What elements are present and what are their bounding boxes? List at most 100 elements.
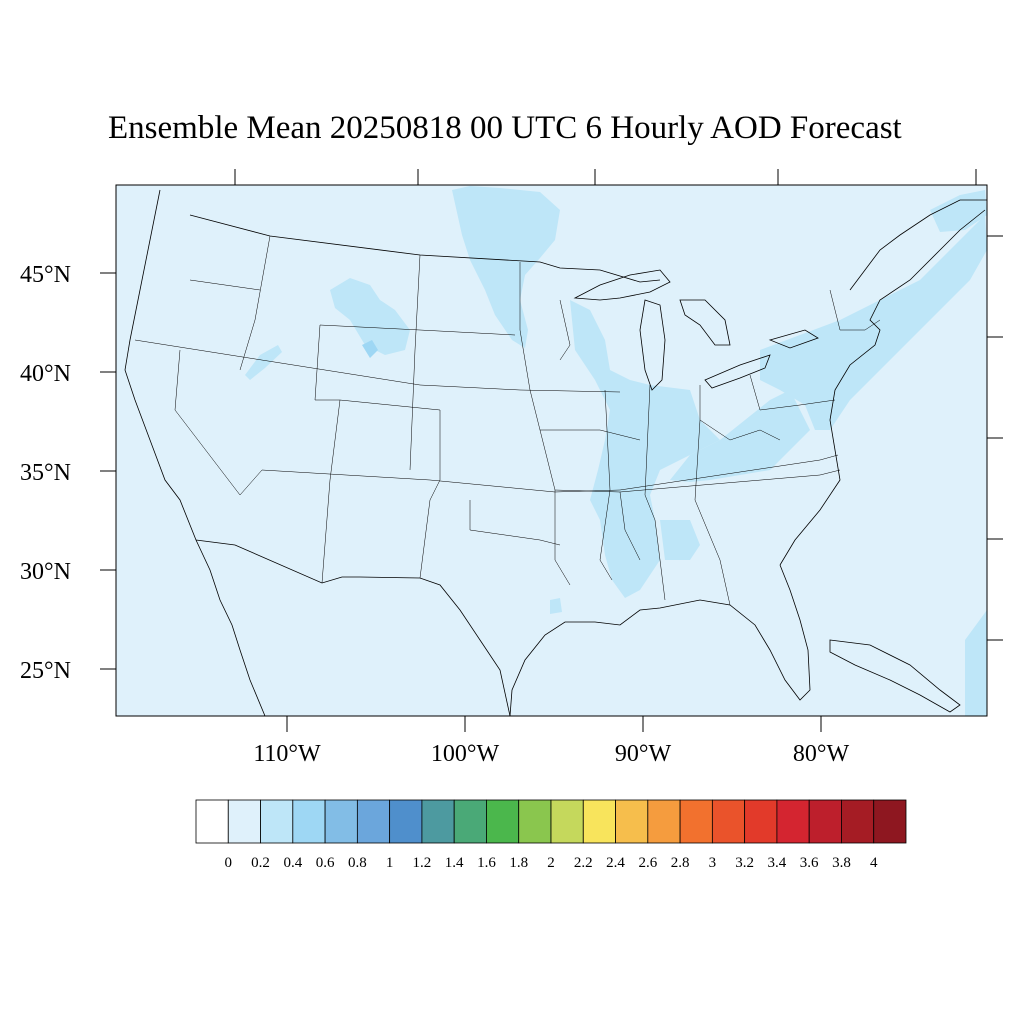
colorbar-label: 1.8 [509,855,528,871]
colorbar-swatch [356,799,391,844]
colorbar-label: 2 [547,855,555,871]
lat-label-30: 30°N [20,559,71,585]
state-line-dakotas [409,254,421,471]
aod-region-ohio-valley [670,390,810,482]
map-background [116,185,987,716]
colorbar-swatch [582,799,616,844]
lon-label-100: 100°W [431,741,500,767]
colorbar-swatch [260,799,294,844]
colorbar-label: 3.6 [800,855,819,871]
colorbar-label: 0.8 [348,855,367,871]
colorbar-swatch [647,799,681,844]
lat-label-40: 40°N [20,361,71,387]
state-line-georgia [694,419,731,606]
lon-label-90: 90°W [615,741,672,767]
colorbar-label: 3.2 [735,855,754,871]
left-ticks [100,272,116,670]
state-line-texas [419,410,441,579]
map-frame [115,184,988,717]
colorbar-label: 2.8 [671,855,690,871]
cuba [829,639,961,713]
lat-label-45: 45°N [20,262,71,288]
state-line-pennsylvania [749,374,836,411]
lake-ontario [768,329,819,349]
state-line-arkansas [554,489,641,561]
lake-erie [704,354,771,389]
colorbar-label: 4 [870,855,878,871]
atlantic-coast [779,209,986,566]
top-ticks [234,169,977,185]
state-line-oregon [189,279,261,291]
colorbar-swatch [841,799,875,844]
aod-region-wyoming-peak [362,340,378,358]
aod-region-bahamas [965,610,987,716]
aod-region-southeast [660,520,700,560]
state-line-colorado [314,324,441,411]
state-line-kentucky [699,385,781,441]
aod-region-upper-midwest [452,186,560,348]
lat-labels: 45°N 40°N 35°N 30°N 25°N [20,262,71,684]
colorbar-swatch [679,799,713,844]
aod-region-northeast [760,215,987,430]
us-canada-border [189,214,661,283]
lon-labels: 110°W 100°W 90°W 80°W [253,741,849,767]
aod-region-idaho [245,345,282,380]
colorbar-swatch [776,799,810,844]
lake-michigan [639,299,666,391]
colorbar-swatch [195,799,229,844]
colorbar-label: 0.4 [283,855,302,871]
colorbar-swatch [389,799,423,844]
state-line-alabama [644,384,666,601]
lon-label-80: 80°W [793,741,850,767]
colorbar-swatch [324,799,358,844]
colorbar-label: 1 [386,855,394,871]
bottom-ticks [286,716,822,732]
state-line-california [174,349,263,496]
colorbar-label: 2.6 [638,855,657,871]
colorbar-swatch [873,799,907,844]
colorbar: 0 0.2 0.4 0.6 0.8 1 1.2 1.4 1.6 1.8 2 2.2 2.4 2.6 2.8 3… [195,799,907,871]
colorbar-label: 2.4 [606,855,625,871]
colorbar-label: 0 [225,855,233,871]
pacific-coast [124,189,266,716]
state-line-mississippi [599,389,613,581]
colorbar-label: 1.2 [413,855,432,871]
colorbar-swatch [453,799,487,844]
state-line-central [519,262,571,586]
colorbar-label: 3.4 [768,855,787,871]
colorbar-label: 0.6 [316,855,335,871]
colorbar-swatch [550,799,584,844]
aod-contours [245,186,987,716]
colorbar-swatch [227,799,261,844]
colorbar-swatch [711,799,746,844]
state-line-wisconsin [559,299,571,361]
right-ticks [987,235,1003,641]
state-lines [134,235,881,606]
state-line-new-mexico [321,399,341,584]
colorbar-label: 3.8 [832,855,851,871]
colorbar-swatch [486,799,520,844]
colorbar-label: 1.6 [477,855,496,871]
colorbar-swatch [808,799,842,844]
lat-label-25: 25°N [20,658,71,684]
maine-canada-border [849,199,987,291]
state-line-oklahoma [469,500,561,546]
aod-region-gulf-spot [550,598,562,614]
colorbar-swatch [421,799,455,844]
colorbar-swatch [744,799,778,844]
colorbar-swatch [615,799,649,844]
state-line-41n [134,339,621,393]
state-line-idaho [239,235,271,371]
colorbar-swatch [518,799,552,844]
lon-label-110: 110°W [253,741,321,767]
colorbar-label: 3 [709,855,717,871]
gulf-coast [509,564,811,716]
aod-region-maine [930,190,987,232]
aod-region-mississippi [570,300,720,598]
colorbar-swatch [292,799,326,844]
lake-huron [679,299,731,346]
lat-label-35: 35°N [20,460,71,486]
aod-region-wyoming [330,278,410,355]
